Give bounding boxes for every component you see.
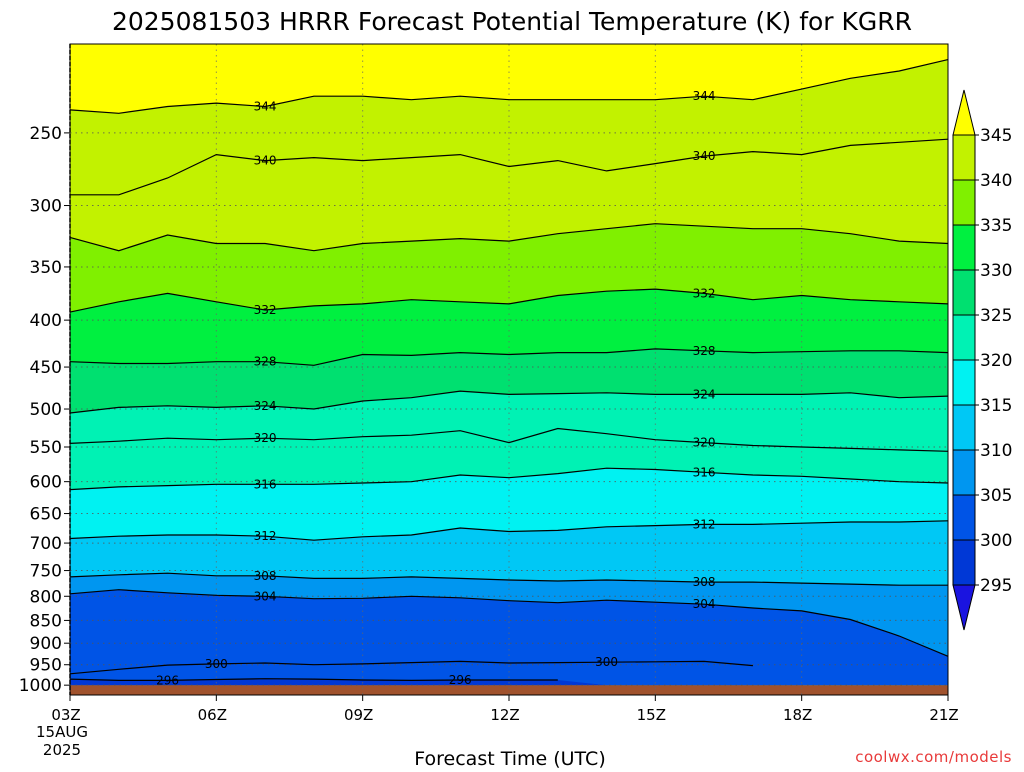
- x-tick-label: 03Z: [51, 706, 80, 724]
- contour-304: [69, 589, 949, 657]
- colorbar-label: 335: [980, 216, 1012, 236]
- contour-316: [69, 467, 949, 491]
- contour-324: [69, 390, 949, 414]
- contour-label-308: 308: [693, 575, 716, 589]
- ground-below-surface: [70, 685, 948, 695]
- contour-328: [69, 348, 949, 366]
- contour-320: [69, 427, 949, 452]
- y-tick-label: 650: [30, 505, 62, 525]
- colorbar-label: 300: [980, 531, 1012, 551]
- y-tick-label: 450: [30, 358, 62, 378]
- colorbar-label: 320: [980, 351, 1012, 371]
- y-tick-label: 750: [30, 562, 62, 582]
- x-axis: 03Z 06Z 09Z 12Z 15Z 18Z 21Z: [51, 695, 959, 724]
- colorbar-label: 315: [980, 396, 1012, 416]
- contour-336: [69, 223, 949, 252]
- contour-label-324: 324: [254, 399, 277, 413]
- colorbar-bottom-arrow: [952, 584, 976, 631]
- x-tick-label: 12Z: [490, 706, 519, 724]
- colorbar-band: [952, 134, 976, 181]
- contour-label-308: 308: [254, 569, 277, 583]
- contour-label-316: 316: [254, 477, 277, 491]
- contour-label-332: 332: [254, 303, 277, 317]
- x-tick-label: 09Z: [344, 706, 373, 724]
- x-tick-label: 15Z: [637, 706, 666, 724]
- y-tick-label: 500: [30, 400, 62, 420]
- contour-296: [69, 678, 558, 682]
- colorbar-band: [952, 179, 976, 226]
- colorbar-label: 305: [980, 486, 1012, 506]
- contour-label-296: 296: [156, 673, 179, 687]
- colorbar-band: [952, 539, 976, 586]
- contour-label-304: 304: [693, 597, 716, 611]
- contour-label-296: 296: [449, 673, 472, 687]
- contour-label-328: 328: [254, 355, 277, 369]
- contour-340: [70, 138, 949, 196]
- x-start-year-label: 2025: [43, 741, 81, 759]
- contour-label-304: 304: [254, 589, 277, 603]
- contour-label-316: 316: [693, 465, 716, 479]
- colorbar-band: [952, 314, 976, 361]
- y-axis: 250 300 350 400 450 500 550 600 650 700 750 800 850 9…: [19, 124, 70, 696]
- colorbar-label: 295: [980, 576, 1012, 596]
- contour-332: [69, 288, 949, 313]
- y-tick-label: 600: [30, 473, 62, 493]
- chart-title: 2025081503 HRRR Forecast Potential Tempe…: [112, 7, 912, 36]
- contour-label-344: 344: [254, 100, 277, 114]
- colorbar-label: 325: [980, 306, 1012, 326]
- colorbar-band: [952, 449, 976, 496]
- contour-label-324: 324: [693, 387, 716, 401]
- contour-label-332: 332: [693, 286, 716, 300]
- y-tick-label: 700: [30, 534, 62, 554]
- y-tick-label: 350: [30, 258, 62, 278]
- y-tick-label: 300: [30, 197, 62, 217]
- colorbar-band: [952, 359, 976, 406]
- colorbar-band: [952, 224, 976, 271]
- contour-308: [69, 572, 948, 586]
- y-tick-label: 250: [30, 124, 62, 144]
- y-tick-label: 550: [30, 438, 62, 458]
- contour-312: [69, 520, 949, 541]
- contour-label-340: 340: [254, 154, 277, 168]
- contour-label-312: 312: [693, 517, 716, 531]
- y-tick-label: 900: [30, 634, 62, 654]
- y-tick-label: 850: [30, 611, 62, 631]
- contour-344: [69, 59, 949, 114]
- band-below-304: [70, 589, 948, 686]
- contour-label-300: 300: [205, 657, 228, 671]
- y-tick-label: 800: [30, 587, 62, 607]
- y-tick-label: 1000: [19, 676, 62, 696]
- colorbar-band: [952, 404, 976, 451]
- colorbar-label: 340: [980, 171, 1012, 191]
- contour-label-328: 328: [693, 344, 716, 358]
- contour-label-344: 344: [693, 89, 716, 103]
- contour-label-312: 312: [254, 529, 277, 543]
- contour-lines: 296 296 300 300 304 304 308 308 312 312 316 316 320 3…: [69, 59, 949, 687]
- band-below-296: [70, 678, 948, 686]
- contour-label-320: 320: [254, 431, 277, 445]
- credit-text: coolwx.com/models: [855, 748, 1012, 766]
- y-tick-label: 400: [30, 311, 62, 331]
- contour-label-340: 340: [693, 149, 716, 163]
- colorbar: 295 300 305 310 315 320 325 330 335 340 345: [952, 89, 1012, 631]
- colorbar-label: 310: [980, 441, 1012, 461]
- colorbar-band: [952, 494, 976, 541]
- x-tick-label: 21Z: [929, 706, 958, 724]
- colorbar-top-arrow: [952, 89, 976, 136]
- x-tick-label: 18Z: [783, 706, 812, 724]
- colorbar-label: 345: [980, 126, 1012, 146]
- contour-label-300: 300: [595, 655, 618, 669]
- colorbar-label: 330: [980, 261, 1012, 281]
- contour-label-320: 320: [693, 436, 716, 450]
- contour-300: [69, 660, 753, 675]
- y-tick-label: 950: [30, 656, 62, 676]
- colorbar-band: [952, 269, 976, 316]
- x-tick-label: 06Z: [198, 706, 227, 724]
- x-axis-label: Forecast Time (UTC): [414, 748, 605, 768]
- x-start-day-label: 15AUG: [36, 723, 88, 741]
- fill-bands: [70, 44, 948, 686]
